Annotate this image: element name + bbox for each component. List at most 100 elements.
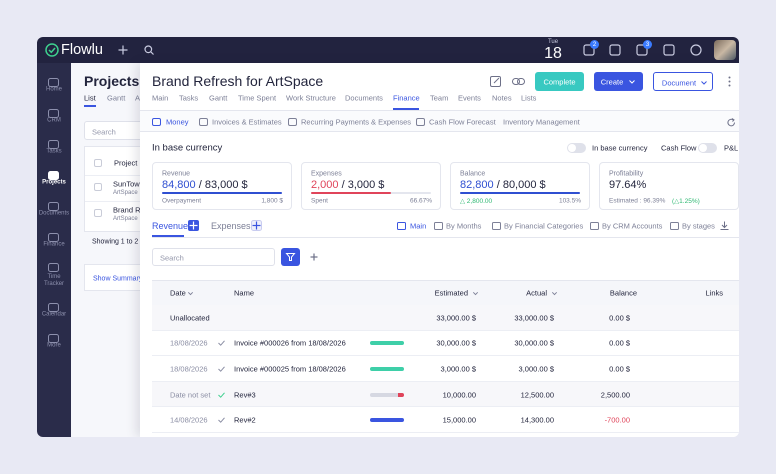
finance-table: Date Name Estimated Actual Balance Links Unall… — [152, 280, 739, 437]
nav-item[interactable]: Calendar — [41, 311, 67, 318]
nav-item[interactable]: Projects — [42, 179, 66, 186]
top-icon — [583, 44, 595, 56]
button-label: Document — [661, 78, 697, 87]
row-date: Date not set — [170, 390, 211, 400]
top-icon — [690, 44, 702, 56]
column-header[interactable]: Links — [705, 288, 723, 298]
column-header[interactable]: Date — [170, 288, 186, 298]
top-icon — [636, 44, 648, 56]
nav-item[interactable]: Time Tracker — [43, 274, 65, 287]
icon-shape — [48, 233, 59, 242]
detail-tab[interactable]: Tasks — [179, 93, 199, 103]
table-row[interactable] — [152, 331, 739, 357]
table-row[interactable] — [152, 356, 739, 382]
row-name[interactable]: Invoice #000025 from 18/08/2026 — [234, 364, 346, 374]
sidebar: Home CRM Tasks Projects Documents Finance Time… — [37, 63, 71, 437]
panel-tab[interactable]: Gantt — [107, 93, 126, 103]
icon-shape — [727, 118, 736, 127]
card-foot: Overpayment — [162, 197, 202, 205]
view-option[interactable]: By Financial Categories — [504, 221, 584, 231]
chevron — [629, 80, 635, 84]
search-box[interactable]: Search — [84, 121, 154, 140]
column-header[interactable]: Name — [234, 288, 255, 298]
flow-tab[interactable]: Expenses — [211, 221, 251, 231]
table-row[interactable] — [152, 305, 739, 331]
subtab[interactable]: Invoices & Estimates — [212, 117, 282, 127]
detail-tab[interactable]: Finance — [393, 93, 420, 103]
create-button[interactable]: Create — [594, 72, 643, 91]
summary-link[interactable]: Show Summary — [93, 275, 143, 282]
table-row[interactable] — [152, 381, 739, 408]
row-checkbox[interactable] — [94, 209, 102, 217]
subtab[interactable]: Money — [166, 117, 189, 127]
card-label: Profitability — [609, 170, 644, 178]
flow-tab[interactable]: Revenue — [152, 221, 189, 231]
icon-shape — [48, 171, 59, 180]
row-estimated: 10,000.00 — [442, 390, 476, 400]
view-option[interactable]: Main — [410, 221, 427, 231]
toggle-knob — [568, 144, 576, 152]
detail-tab[interactable]: Work Structure — [286, 93, 336, 103]
nav-icon — [48, 140, 59, 149]
row-checkbox[interactable] — [94, 183, 102, 191]
nav-item[interactable]: Home — [45, 86, 62, 93]
table-footer: Showing 1 to 2 — [92, 238, 139, 246]
nav-item[interactable]: Finance — [43, 241, 65, 248]
icon-shape — [48, 78, 59, 87]
row-date: 18/08/2026 — [170, 364, 208, 374]
view-option[interactable]: By Months — [446, 221, 482, 231]
view-option[interactable]: By CRM Accounts — [602, 221, 663, 231]
detail-tab[interactable]: Team — [430, 93, 449, 103]
toggle[interactable] — [567, 143, 586, 153]
column-header[interactable]: Balance — [609, 288, 637, 298]
nav-icon — [48, 334, 59, 343]
icon-shape — [492, 222, 501, 230]
subtab[interactable]: Cash Flow Forecast — [429, 117, 496, 127]
nav-item[interactable]: More — [47, 342, 61, 349]
view-option[interactable]: By stages — [682, 221, 715, 231]
complete-button[interactable]: Complete — [535, 72, 584, 91]
row-name[interactable]: Invoice #000026 from 18/08/2026 — [234, 338, 346, 348]
detail-tab[interactable]: Gantt — [209, 93, 228, 103]
nav-item[interactable]: Tasks — [46, 148, 62, 155]
column-header[interactable]: Actual — [526, 288, 547, 298]
toggle[interactable] — [698, 143, 717, 153]
detail-tab[interactable]: Lists — [521, 93, 537, 103]
detail-tab[interactable]: Events — [458, 93, 481, 103]
nav-item[interactable]: CRM — [47, 117, 61, 124]
search-icon — [144, 45, 154, 55]
detail-tab[interactable]: Main — [152, 93, 169, 103]
row-divider — [85, 201, 155, 202]
table-header — [152, 281, 739, 305]
subtab[interactable]: Inventory Management — [503, 117, 580, 127]
column-header[interactable]: Estimated — [434, 288, 468, 298]
project-name[interactable]: Brand Re — [113, 205, 145, 215]
icon-shape — [218, 392, 225, 398]
document-button[interactable]: Document — [653, 72, 713, 91]
nav-item[interactable]: Documents — [38, 210, 70, 217]
table-row[interactable] — [152, 407, 739, 433]
subtab[interactable]: Recurring Payments & Expenses — [301, 117, 412, 127]
panel-tab[interactable]: List — [84, 93, 96, 103]
detail-tab[interactable]: Notes — [492, 93, 512, 103]
filter-button[interactable] — [281, 248, 300, 266]
row-estimated: 30,000.00 $ — [436, 338, 476, 348]
row-progress — [370, 341, 404, 346]
row-name[interactable]: Rev#3 — [234, 390, 256, 400]
panel-tab[interactable]: A — [135, 93, 141, 103]
detail-tab[interactable]: Time Spent — [238, 93, 277, 103]
search-box[interactable]: Search — [152, 248, 275, 266]
avatar[interactable] — [714, 40, 736, 60]
top-bar: Flowlu Tue 18 2 3 — [37, 37, 739, 63]
row-name[interactable]: Rev#2 — [234, 415, 256, 425]
icon-shape — [199, 118, 208, 126]
add-icon — [118, 45, 128, 55]
icon-shape — [609, 44, 621, 56]
subtab-bar — [140, 111, 739, 132]
project-name[interactable]: SunTown — [113, 179, 144, 189]
icon-shape — [490, 76, 501, 87]
card-value-line: 82,800 / 80,000 $ — [460, 179, 546, 191]
detail-tab[interactable]: Documents — [345, 93, 383, 103]
logo-text: Flowlu — [61, 42, 103, 58]
